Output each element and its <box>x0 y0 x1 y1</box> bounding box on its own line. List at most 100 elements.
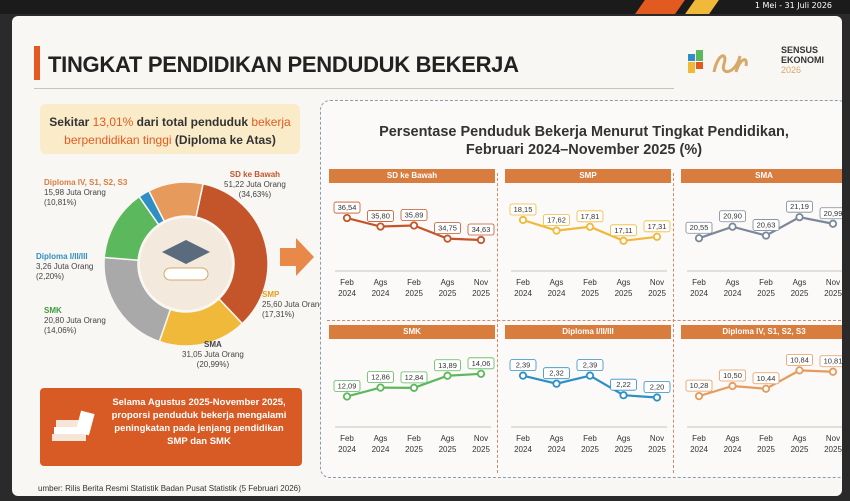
label-value: 31,05 Juta Orang <box>182 350 244 359</box>
x-tick-label: 2025 <box>824 445 842 454</box>
slide: TINGKAT PENDIDIKAN PENDUDUK BEKERJA SENS… <box>12 16 842 496</box>
data-label-box <box>685 221 713 234</box>
data-label: 2,32 <box>549 369 564 378</box>
data-label-box <box>610 224 637 237</box>
data-label: 2,20 <box>650 383 665 392</box>
chart-title: SMK <box>329 325 495 339</box>
sensus-label: SENSUS EKONOMI 2026 <box>781 45 824 75</box>
x-tick-label: Nov <box>650 278 664 287</box>
x-tick-label: Ags <box>726 278 740 287</box>
line-chart: Diploma IV, S1, S2, S3 10,28 Feb 2024 10,50 A… <box>681 325 842 473</box>
data-label: 21,19 <box>790 202 809 211</box>
x-tick-label: Ags <box>793 434 807 443</box>
x-tick-label: Feb <box>759 278 773 287</box>
x-tick-label: Feb <box>340 278 354 287</box>
x-tick-label: 2024 <box>338 445 356 454</box>
data-label-box <box>752 372 780 385</box>
data-label: 35,80 <box>371 212 390 221</box>
line-chart: Diploma I/II/III 2,39 Feb 2024 2,32 Ags 2024 2,… <box>505 325 671 473</box>
x-tick-label: Ags <box>793 278 807 287</box>
x-tick-label: Ags <box>617 434 631 443</box>
data-label-box <box>509 203 537 216</box>
x-tick-label: Ags <box>550 278 564 287</box>
callout-line2-rest: (Diploma ke Atas) <box>171 133 276 147</box>
label-pct: (2,20%) <box>36 272 65 281</box>
x-tick-label: Ags <box>550 434 564 443</box>
data-label: 12,84 <box>405 373 424 382</box>
label-value: 3,26 Juta Orang <box>36 262 94 271</box>
data-label-box <box>367 371 394 384</box>
data-label: 20,99 <box>824 209 842 218</box>
x-tick-label: 2025 <box>405 445 423 454</box>
data-label: 14,06 <box>472 359 491 368</box>
data-label-box <box>819 207 842 220</box>
note-text: Selama Agustus 2025-November 2025, propo… <box>111 397 287 447</box>
donut-label-sma: SMA 31,05 Juta Orang (20,99%) <box>182 340 244 370</box>
banner-stripe <box>685 0 719 14</box>
data-point <box>652 393 662 402</box>
data-point <box>728 222 737 231</box>
data-label-box <box>576 210 604 223</box>
charts-panel: Persentase Penduduk Bekerja Menurut Ting… <box>320 100 842 478</box>
x-tick-label: 2025 <box>791 445 809 454</box>
donut-area: SD ke Bawah 51,22 Juta Orang (34,63%) SM… <box>34 164 324 379</box>
chart-title: Diploma I/II/III <box>505 325 671 339</box>
x-tick-label: 2024 <box>338 289 356 298</box>
label-name: SMP <box>262 290 280 299</box>
x-tick-label: Nov <box>650 434 664 443</box>
label-value: 51,22 Juta Orang <box>224 180 286 189</box>
label-value: 20,80 Juta Orang <box>44 316 106 325</box>
x-tick-label: 2024 <box>548 445 566 454</box>
chart-title: SMP <box>505 169 671 183</box>
data-label: 12,86 <box>371 373 390 382</box>
x-tick-label: Ags <box>374 278 388 287</box>
data-point <box>443 234 452 243</box>
data-point <box>476 235 486 245</box>
label-pct: (14,06%) <box>44 326 77 335</box>
chart-plot: 12,09 Feb 2024 12,86 Ags 2024 12,84 Feb 2025 13,8… <box>333 357 495 454</box>
donut-label-smp: SMP 25,60 Juta Orang (17,31%) <box>262 290 324 320</box>
label-name: SMK <box>44 306 62 315</box>
data-point <box>694 392 704 401</box>
x-tick-label: 2025 <box>615 289 633 298</box>
insight-note: Selama Agustus 2025-November 2025, propo… <box>40 388 302 466</box>
label-pct: (20,99%) <box>196 360 230 369</box>
data-label: 17,11 <box>614 226 632 235</box>
data-label-box <box>509 359 537 372</box>
logo-line2: EKONOMI <box>780 55 824 65</box>
data-point <box>476 369 486 378</box>
label-value: 15,98 Juta Orang <box>44 188 106 197</box>
callout-mid: dari total penduduk <box>133 115 252 129</box>
x-tick-label: Feb <box>692 434 706 443</box>
chart-plot: 20,55 Feb 2024 20,90 Ags 2024 20,63 Feb 2025 21,1… <box>685 200 842 298</box>
data-point <box>376 383 385 392</box>
panel-title-line2: Februari 2024–November 2025 (%) <box>465 142 703 158</box>
data-point <box>828 219 838 228</box>
x-tick-label: 2025 <box>439 445 457 454</box>
donut-chart <box>103 181 269 347</box>
data-label-box <box>643 220 671 233</box>
label-pct: (17,31%) <box>262 310 295 319</box>
x-tick-label: 2025 <box>472 445 490 454</box>
donut-label-diploma4: Diploma IV, S1, S2, S3 15,98 Juta Orang … <box>44 178 127 208</box>
data-label: 20,63 <box>757 221 776 230</box>
x-tick-label: 2025 <box>615 445 633 454</box>
data-point <box>342 213 352 223</box>
chart-plot: 10,28 Feb 2024 10,50 Ags 2024 10,44 Feb 2025 10,8… <box>685 353 842 454</box>
x-tick-label: 2025 <box>472 289 490 298</box>
data-label-box <box>434 222 461 235</box>
data-label: 10,44 <box>757 374 776 383</box>
x-tick-label: 2025 <box>581 445 599 454</box>
line-chart: SMA 20,55 Feb 2024 20,90 Ags 2024 20,63 Feb 2025 2… <box>681 169 842 317</box>
chart-plot: 2,39 Feb 2024 2,32 Ags 2024 2,39 Feb 2025 2,22 Ags… <box>509 359 671 454</box>
x-tick-label: 2024 <box>514 445 532 454</box>
x-tick-label: 2025 <box>824 289 842 298</box>
data-label: 34,63 <box>472 225 491 234</box>
data-point <box>342 392 352 401</box>
data-label-box <box>643 381 671 393</box>
chart-plot: 36,54 Feb 2024 35,80 Ags 2024 35,89 Feb 2025 34,7… <box>333 201 495 298</box>
x-tick-label: Ags <box>374 434 388 443</box>
diploma-scroll-icon <box>163 267 209 281</box>
data-label-box <box>752 219 780 231</box>
data-point <box>761 384 771 393</box>
